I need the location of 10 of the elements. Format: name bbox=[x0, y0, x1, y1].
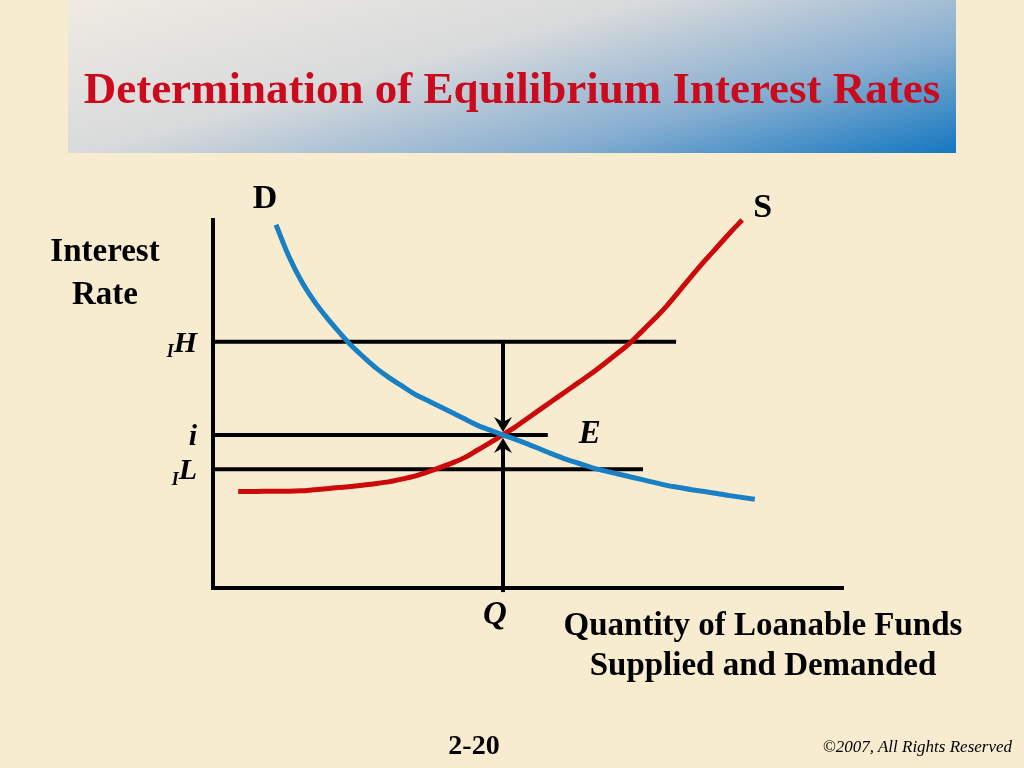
text: 2-20 bbox=[447, 729, 501, 761]
series-label: S bbox=[753, 186, 773, 224]
y-axis-title: Interest Rate bbox=[49, 231, 161, 313]
x-axis-title: Quantity of Loanable Funds Supplied and Demanded bbox=[562, 605, 964, 684]
series-label: D bbox=[252, 177, 278, 215]
ref-line-label: i bbox=[188, 417, 198, 451]
text: ©2007, All Rights Reserved bbox=[821, 737, 1012, 757]
chart-title: Determination of Equilibrium Interest Rates bbox=[82, 62, 942, 115]
text: Q bbox=[482, 594, 507, 631]
annotation: E bbox=[577, 414, 601, 451]
